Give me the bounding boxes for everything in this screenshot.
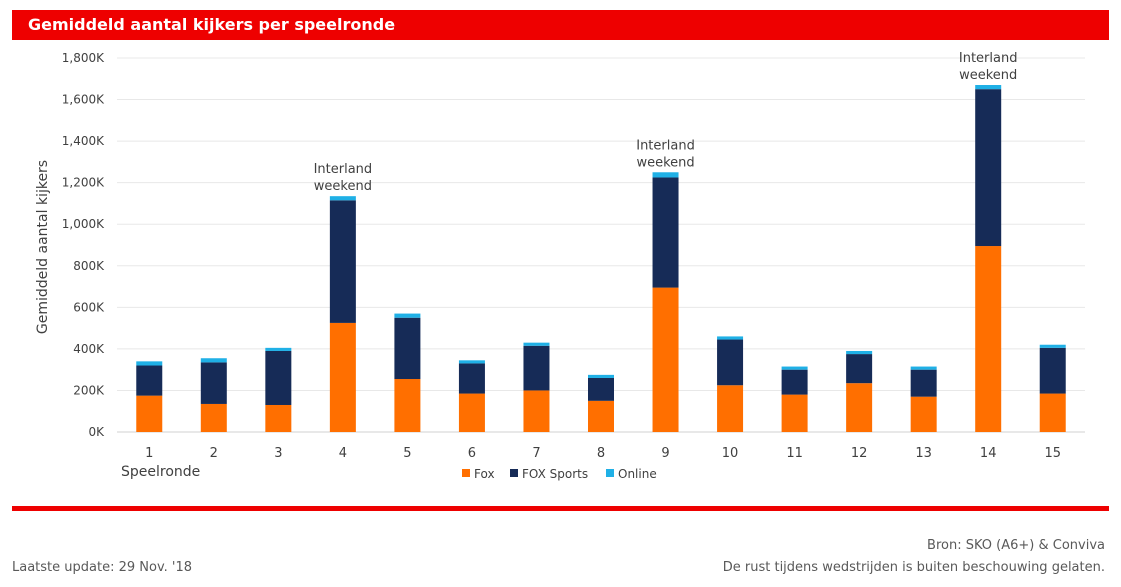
bar-fox-sports	[265, 350, 292, 405]
legend-swatch	[462, 469, 470, 477]
bar-fox-sports	[588, 377, 614, 401]
x-tick-label: 2	[210, 446, 218, 461]
y-tick-label: 1,800K	[62, 51, 105, 65]
y-tick-label: 1,600K	[62, 93, 105, 107]
x-tick-label: 11	[786, 446, 803, 461]
bar-online	[265, 347, 292, 351]
x-tick-label: 13	[915, 446, 932, 461]
x-tick-label: 7	[532, 446, 540, 461]
bar-fox-sports	[781, 369, 808, 395]
bar-online	[846, 350, 873, 355]
annotation-label: weekend	[959, 68, 1017, 83]
y-tick-label: 600K	[73, 300, 105, 314]
bar-fox	[975, 246, 1002, 432]
x-tick-label: 8	[597, 446, 605, 461]
bar-chart: 0K 200K 400K 600K 800K 1,000K 1,200K 1,400K 1,60…	[35, 51, 1085, 481]
y-tick-label: 200K	[73, 383, 105, 397]
legend-label: FOX Sports	[522, 467, 588, 481]
chart-title: Gemiddeld aantal kijkers per speelronde	[28, 15, 396, 34]
bar-fox	[717, 385, 744, 432]
bar-online	[200, 358, 227, 363]
bar-fox	[910, 396, 937, 432]
x-tick-label: 6	[468, 446, 476, 461]
bar-online	[910, 366, 937, 370]
bar-online	[1039, 344, 1066, 348]
annotation-label: weekend	[314, 179, 372, 194]
y-axis-label: Gemiddeld aantal kijkers	[35, 160, 51, 334]
bar-fox	[652, 287, 679, 432]
bar-fox-sports	[1039, 347, 1066, 394]
bar-fox	[523, 390, 550, 432]
bar-online	[717, 336, 744, 340]
bar-fox-sports	[652, 177, 679, 288]
bar-fox-sports	[329, 200, 356, 323]
bar-fox	[136, 395, 163, 432]
legend-label: Fox	[474, 467, 495, 481]
y-tick-label: 0K	[88, 425, 105, 439]
last-update: Laatste update: 29 Nov. '18	[12, 560, 193, 575]
bar-fox	[846, 383, 873, 432]
legend-swatch	[510, 469, 518, 477]
x-axis-label: Speelronde	[121, 464, 200, 480]
y-tick-label: 1,400K	[62, 134, 105, 148]
bar-fox-sports	[458, 363, 485, 394]
x-tick-label: 14	[980, 446, 997, 461]
annotation-label: Interland	[314, 162, 373, 177]
y-tick-label: 1,200K	[62, 176, 105, 190]
bar-fox	[394, 379, 421, 432]
x-tick-label: 12	[851, 446, 868, 461]
bar-online	[394, 313, 421, 318]
bar-online	[458, 360, 485, 364]
bar-fox	[781, 394, 808, 432]
y-tick-label: 800K	[73, 259, 105, 273]
x-tick-label: 15	[1044, 446, 1061, 461]
bar-fox-sports	[394, 317, 421, 380]
bar-fox	[458, 393, 485, 432]
y-tick-label: 400K	[73, 342, 105, 356]
bar-fox	[329, 322, 356, 432]
disclaimer-note: De rust tijdens wedstrijden is buiten be…	[722, 560, 1105, 575]
bar-fox	[1039, 393, 1066, 432]
y-tick-label: 1,000K	[62, 217, 105, 231]
x-tick-label: 1	[145, 446, 153, 461]
bar-fox-sports	[136, 365, 163, 396]
bar-fox-sports	[846, 354, 873, 384]
legend-swatch	[606, 469, 614, 477]
title-bar: Gemiddeld aantal kijkers per speelronde	[12, 10, 1109, 40]
bar-online	[781, 366, 808, 370]
bar-online	[588, 374, 614, 378]
annotation-label: Interland	[636, 138, 695, 153]
bar-online	[523, 342, 550, 346]
bar-online	[652, 172, 679, 178]
bar-fox-sports	[910, 369, 937, 397]
annotation-label: weekend	[636, 155, 694, 170]
bar-fox-sports	[717, 339, 744, 386]
bar-online	[329, 196, 356, 201]
bar-fox-sports	[975, 89, 1002, 247]
x-tick-label: 4	[339, 446, 347, 461]
bottom-divider	[12, 506, 1109, 511]
legend-label: Online	[618, 467, 657, 481]
bar-fox	[588, 400, 614, 432]
bar-online	[136, 361, 163, 366]
annotation-label: Interland	[959, 51, 1018, 66]
x-tick-label: 10	[722, 446, 739, 461]
x-tick-label: 9	[661, 446, 669, 461]
source-note: Bron: SKO (A6+) & Conviva	[927, 538, 1105, 553]
x-tick-label: 3	[274, 446, 282, 461]
bar-fox-sports	[523, 345, 550, 391]
x-tick-label: 5	[403, 446, 411, 461]
bar-fox-sports	[200, 362, 227, 404]
bar-fox	[265, 404, 292, 432]
bar-fox	[200, 403, 227, 432]
bar-online	[975, 85, 1002, 90]
